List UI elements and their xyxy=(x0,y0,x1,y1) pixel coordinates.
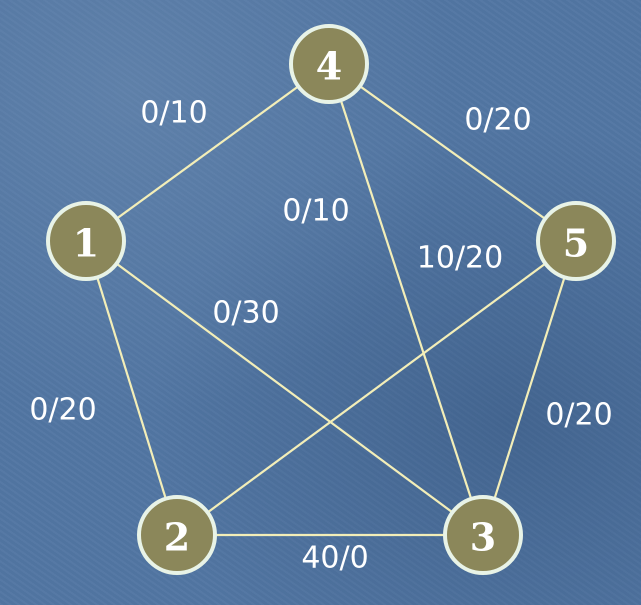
node-circle-1 xyxy=(46,201,126,281)
edge-label-4-3: 0/10 xyxy=(282,194,349,229)
node-1: 1 xyxy=(46,201,126,281)
node-label-3: 3 xyxy=(470,515,496,560)
node-3: 3 xyxy=(443,495,523,575)
edge-labels: 0/10 0/20 0/10 10/20 0/30 0/20 0/20 40/0 xyxy=(29,96,612,576)
node-circle-3 xyxy=(443,495,523,575)
edge-label-2-5: 10/20 xyxy=(417,241,503,276)
edge-label-1-3: 0/30 xyxy=(212,296,279,331)
edge-label-1-4: 0/10 xyxy=(140,96,207,131)
edge-5-3 xyxy=(481,240,578,536)
node-label-1: 1 xyxy=(73,221,99,266)
node-4: 4 xyxy=(289,24,369,104)
edge-1-3 xyxy=(85,240,484,536)
node-2: 2 xyxy=(137,495,217,575)
edge-label-5-3: 0/20 xyxy=(545,398,612,433)
edge-1-2 xyxy=(84,240,179,536)
nodes: 1 2 3 4 5 xyxy=(46,24,616,575)
node-label-2: 2 xyxy=(164,515,190,560)
edge-4-5 xyxy=(328,63,577,242)
node-5: 5 xyxy=(536,201,616,281)
edge-label-2-3: 40/0 xyxy=(301,541,368,576)
node-label-4: 4 xyxy=(316,44,342,89)
edge-label-1-2: 0/20 xyxy=(29,393,96,428)
edge-1-4 xyxy=(85,63,330,242)
node-circle-4 xyxy=(289,24,369,104)
edge-4-3 xyxy=(327,63,485,536)
edges xyxy=(84,63,578,537)
edge-2-5 xyxy=(176,240,577,536)
node-circle-2 xyxy=(137,495,217,575)
edge-label-4-5: 0/20 xyxy=(464,103,531,138)
node-circle-5 xyxy=(536,201,616,281)
node-label-5: 5 xyxy=(563,221,589,266)
